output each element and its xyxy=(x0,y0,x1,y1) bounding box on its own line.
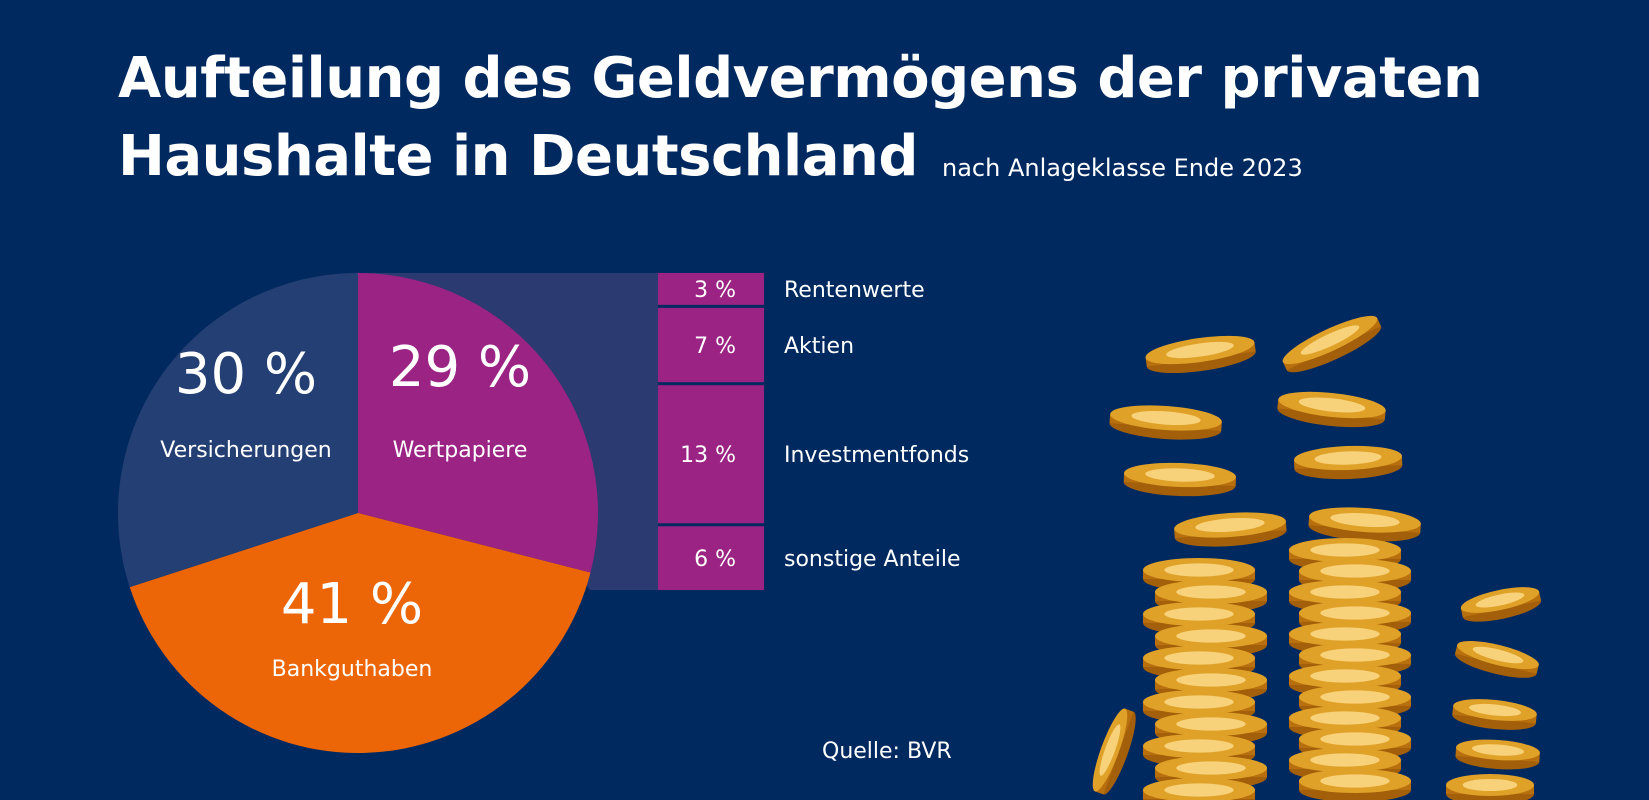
coin xyxy=(1123,462,1236,497)
coin xyxy=(1109,405,1222,440)
breakdown-value-aktien: 7 % xyxy=(694,334,736,359)
coin-stacks-illustration xyxy=(1092,315,1542,800)
coin xyxy=(1155,580,1267,613)
coin xyxy=(1454,640,1539,678)
coin xyxy=(1145,335,1256,374)
breakdown-label-aktien: Aktien xyxy=(784,334,854,359)
coin xyxy=(1299,769,1411,800)
breakdown-label-investmentfonds: Investmentfonds xyxy=(784,443,969,468)
pie-label-wertpapiere: Wertpapiere xyxy=(393,438,528,463)
pie-slice-wertpapiere xyxy=(358,273,598,573)
breakdown-value-rentenwerte: 3 % xyxy=(694,278,736,303)
coin xyxy=(1460,587,1542,622)
breakdown-label-sonstige-anteile: sonstige Anteile xyxy=(784,547,960,572)
pie-value-bankguthaben: 41 % xyxy=(281,572,423,637)
pie-label-bankguthaben: Bankguthaben xyxy=(272,657,433,682)
coin xyxy=(1277,391,1386,428)
coin xyxy=(1446,774,1534,800)
breakdown-bar-rentenwerte xyxy=(658,273,764,305)
breakdown-value-sonstige-anteile: 6 % xyxy=(694,547,736,572)
breakdown-bar-aktien xyxy=(658,307,764,383)
coin xyxy=(1282,315,1382,373)
coin xyxy=(1452,699,1537,730)
pie-slice-bankguthaben xyxy=(129,513,591,754)
pie-label-versicherungen: Versicherungen xyxy=(160,438,331,463)
coin xyxy=(1174,512,1287,547)
pie-slice-versicherungen xyxy=(117,273,358,588)
coin xyxy=(1299,643,1411,676)
coin xyxy=(1294,445,1403,480)
chart-title-line-2: Haushalte in Deutschland xyxy=(118,124,918,189)
chart-subtitle: nach Anlageklasse Ende 2023 xyxy=(942,154,1303,182)
coin xyxy=(1143,778,1255,800)
breakdown-value-investmentfonds: 13 % xyxy=(680,443,736,468)
breakdown-label-rentenwerte: Rentenwerte xyxy=(784,278,925,303)
coin xyxy=(1455,739,1540,770)
coin xyxy=(1092,708,1136,795)
pie-value-wertpapiere: 29 % xyxy=(389,335,531,400)
breakdown-bar-sonstige-anteile xyxy=(658,526,764,590)
source-note: Quelle: BVR xyxy=(822,739,952,764)
pie-value-versicherungen: 30 % xyxy=(175,342,317,407)
chart-title: Aufteilung des Geldvermögens der private… xyxy=(118,40,1483,196)
coin xyxy=(1308,507,1421,542)
chart-title-line-1: Aufteilung des Geldvermögens der private… xyxy=(118,46,1483,111)
breakdown-bar-investmentfonds xyxy=(658,385,764,524)
